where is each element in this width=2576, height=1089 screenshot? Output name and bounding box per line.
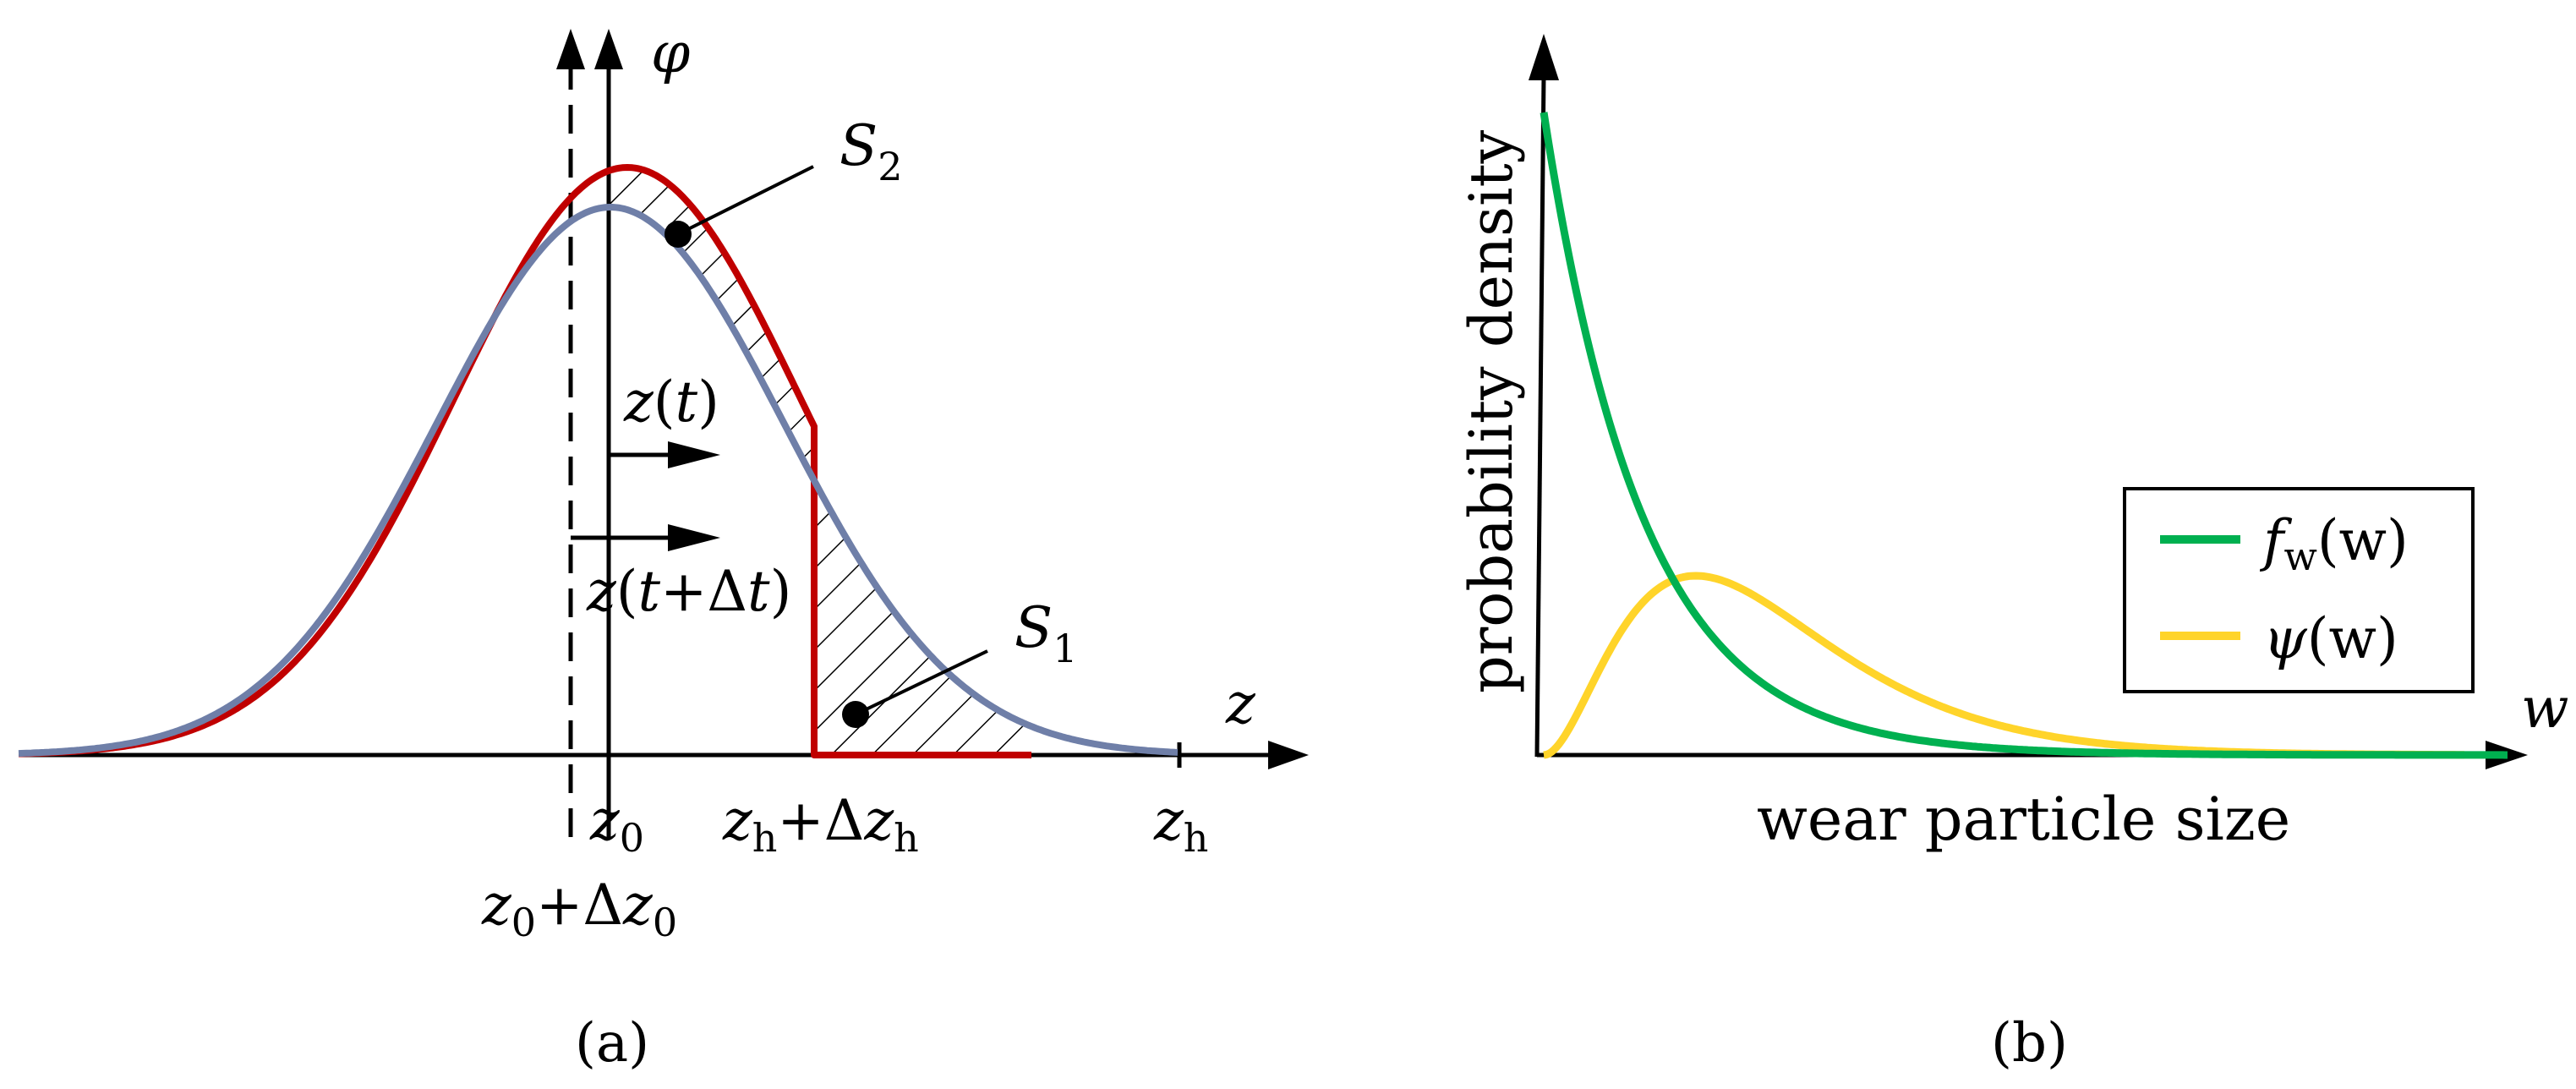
s2-label: S2 [840, 113, 903, 189]
y-axis-label: probability density [1457, 129, 1526, 693]
zh-tick-label: zh [1153, 788, 1208, 861]
z0-shift-tick-label: z0+Δz0 [481, 873, 677, 945]
x-axis-label: wear particle size [1757, 785, 2290, 854]
s1-label: S1 [1015, 595, 1078, 671]
s1-hatched-region [814, 480, 1031, 755]
panel-b: fw(w) ψ(w) probability density wear part… [1457, 34, 2569, 1075]
panel-b-caption: (b) [1991, 1012, 2068, 1075]
ztdt-label: z(t+Δt) [586, 559, 791, 624]
phi-axis-label: φ [651, 20, 690, 85]
legend: fw(w) ψ(w) [2123, 487, 2475, 693]
zt-label: z(t) [623, 369, 719, 435]
s2-hatched-region [609, 167, 814, 481]
zt-arrowhead [668, 441, 720, 468]
z0-tick-label: z0 [589, 788, 644, 861]
legend-box [2123, 487, 2475, 693]
ztdt-arrowhead [668, 524, 720, 551]
s1-pointer [855, 649, 988, 716]
density-axis [1534, 75, 1546, 758]
density-axis-arrowhead [1529, 34, 1559, 80]
fw-curve [1540, 112, 2509, 759]
w-axis-symbol: w [2521, 676, 2569, 741]
shifted-axis-arrowhead [556, 29, 585, 69]
phi-axis-arrowhead [594, 29, 623, 69]
z-axis-arrowhead [1268, 741, 1309, 769]
zh-shift-tick-label: zh+Δzh [722, 788, 919, 861]
legend-label-psi: ψ(w) [2263, 606, 2398, 671]
s2-dot [665, 221, 692, 248]
panel-a: φ z S2 S1 z(t) z(t+Δt) z0 z0+Δz0 zh+Δzh … [18, 20, 1309, 1075]
s1-dot [842, 701, 869, 728]
legend-label-fw: fw(w) [2259, 508, 2409, 579]
panel-a-caption: (a) [575, 1012, 649, 1075]
original-distribution-curve [18, 204, 1179, 758]
s2-pointer [677, 165, 814, 236]
z-axis-label: z [1225, 671, 1256, 736]
